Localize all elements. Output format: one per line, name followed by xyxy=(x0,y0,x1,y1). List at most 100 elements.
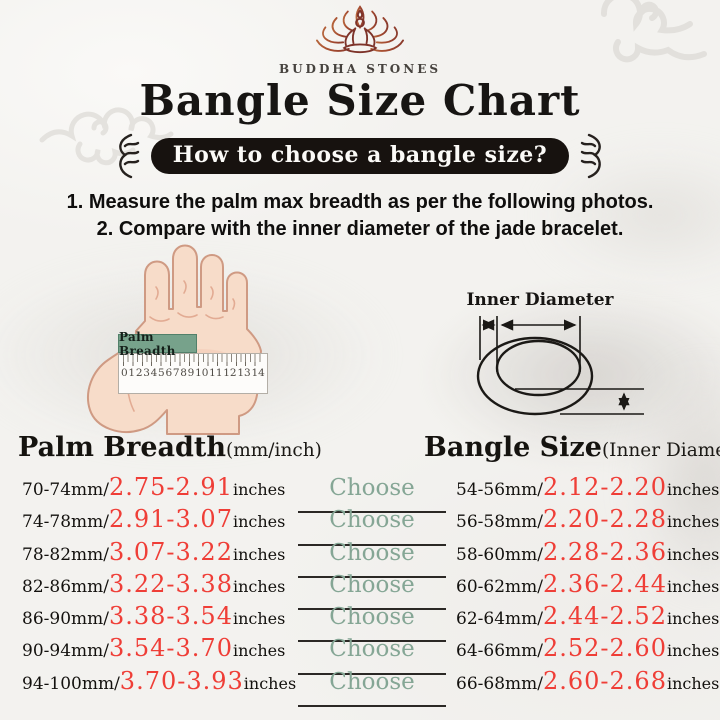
ruler-major-ticks xyxy=(123,362,263,366)
question-banner-row: How to choose a bangle size? xyxy=(0,133,720,179)
bangle-inch-range: 2.52-2.60 xyxy=(542,634,667,663)
bangle-mm-range: 64-66mm/ xyxy=(456,641,543,662)
palm-inch-range: 2.75-2.91 xyxy=(108,473,233,501)
palm-inch-range: 3.54-3.70 xyxy=(108,634,233,663)
bangle-inch-range: 2.36-2.44 xyxy=(542,569,667,598)
ruler-number: 10 xyxy=(195,367,209,379)
instruction-step-2: 2. Compare with the inner diameter of th… xyxy=(96,218,624,240)
palm-unit: inches xyxy=(232,576,286,596)
bangle-inch-range: 2.28-2.36 xyxy=(542,537,667,566)
inner-diameter-label: Inner Diameter xyxy=(466,290,614,310)
bangle-inch-range: 2.20-2.28 xyxy=(542,505,667,534)
ruler-number: 13 xyxy=(237,367,251,379)
bangle-size-header-title: Bangle Size xyxy=(424,432,602,463)
palm-unit: inches xyxy=(232,544,286,564)
ruler-number: 4 xyxy=(150,367,158,379)
palm-mm-range: 90-94mm/ xyxy=(22,641,109,662)
size-row-4: 82-86mm/3.22-3.38inches Choose 60-62mm/2.3… xyxy=(0,568,720,611)
choose-label: Choose xyxy=(329,604,415,631)
choose-label: Choose xyxy=(329,668,415,695)
size-row-7: 94-100mm/3.70-3.93inches Choose 66-68mm/2.… xyxy=(0,665,720,708)
bangle-unit: inches xyxy=(666,673,720,693)
bangle-mm-range: 54-56mm/ xyxy=(456,480,543,500)
palm-breadth-band-label: Palm Breadth xyxy=(118,330,197,358)
brand-name: BUDDHA STONES xyxy=(278,62,442,76)
palm-mm-range: 74-78mm/ xyxy=(22,512,109,533)
palm-unit: inches xyxy=(243,673,297,693)
palm-mm-range: 86-90mm/ xyxy=(22,609,109,630)
bangle-unit: inches xyxy=(666,576,720,596)
ruler-number: 9 xyxy=(187,367,195,379)
bangle-inch-range: 2.60-2.68 xyxy=(542,666,667,695)
ruler-number: 11 xyxy=(209,367,223,379)
ruler: 0 1 2 3 4 5 6 7 8 9 10 11 12 13 14 xyxy=(118,353,268,394)
ruler-number: 1 xyxy=(128,367,136,379)
choose-link-4[interactable]: Choose xyxy=(298,571,446,611)
choose-link-2[interactable]: Choose xyxy=(298,507,446,546)
choose-label: Choose xyxy=(329,571,415,598)
ruler-number: 14 xyxy=(251,367,265,379)
flourish-left-icon xyxy=(118,133,139,179)
size-row-3: 78-82mm/3.07-3.22inches Choose 58-60mm/2.2… xyxy=(0,536,720,578)
ruler-number: 2 xyxy=(135,367,143,379)
choose-label: Choose xyxy=(329,636,415,663)
palm-unit: inches xyxy=(232,480,286,499)
size-row-2: 74-78mm/2.91-3.07inches Choose 56-58mm/2.2… xyxy=(0,503,720,546)
flourish-right-icon xyxy=(581,133,602,179)
bangle-unit: inches xyxy=(666,641,720,661)
palm-inch-range: 3.22-3.38 xyxy=(108,569,233,598)
palm-mm-range: 94-100mm/ xyxy=(22,673,120,694)
ruler-number: 12 xyxy=(223,367,237,379)
size-row-1: 70-74mm/2.75-2.91inches Choose 54-56mm/2.1… xyxy=(0,471,720,514)
ruler-number: 5 xyxy=(158,367,165,379)
palm-inch-range: 3.07-3.22 xyxy=(108,537,233,566)
palm-unit: inches xyxy=(232,609,286,629)
bangle-mm-range: 60-62mm/ xyxy=(456,576,543,597)
bangle-size-header-unit: (Inner Diameter) xyxy=(601,440,720,461)
ruler-number: 3 xyxy=(143,367,150,379)
page-title: Bangle Size Chart xyxy=(139,76,581,125)
choose-link-7[interactable]: Choose xyxy=(298,668,446,708)
bangle-unit: inches xyxy=(666,512,720,532)
bangle-unit: inches xyxy=(666,480,720,499)
choose-link-5[interactable]: Choose xyxy=(298,604,446,643)
ruler-numbers: 0 1 2 3 4 5 6 7 8 9 10 11 12 13 14 xyxy=(119,366,267,380)
bangle-unit: inches xyxy=(666,544,720,564)
palm-breadth-header-unit: (mm/inch) xyxy=(226,440,322,461)
size-row-6: 90-94mm/3.54-3.70inches Choose 64-66mm/2.5… xyxy=(0,632,720,675)
bangle-unit: inches xyxy=(666,609,720,629)
ruler-number: 7 xyxy=(172,367,180,379)
ruler-minor-ticks xyxy=(123,354,263,362)
choose-label: Choose xyxy=(329,475,415,501)
size-table: 70-74mm/2.75-2.91inches Choose 54-56mm/2.1… xyxy=(0,471,720,708)
bangle-inch-range: 2.12-2.20 xyxy=(542,473,667,501)
instruction-step-1: 1. Measure the palm max breadth as per t… xyxy=(66,191,654,213)
ruler-number: 6 xyxy=(165,367,173,379)
buddha-stones-lotus-logo-icon xyxy=(316,5,404,54)
ink-wash-upper-right xyxy=(540,150,720,280)
choose-label: Choose xyxy=(329,507,415,534)
palm-mm-range: 70-74mm/ xyxy=(22,480,109,500)
bangle-size-header: Bangle Size(Inner Diameter) xyxy=(424,432,720,463)
bangle-inner-diameter-diagram: Inner Diameter xyxy=(466,290,644,416)
palm-inch-range: 3.70-3.93 xyxy=(119,666,244,695)
palm-breadth-header-title: Palm Breadth xyxy=(18,432,226,463)
palm-inch-range: 3.38-3.54 xyxy=(108,602,233,631)
choose-link-6[interactable]: Choose xyxy=(298,636,446,675)
palm-unit: inches xyxy=(232,512,286,532)
palm-breadth-header: Palm Breadth(mm/inch) xyxy=(18,432,322,463)
bangle-inch-range: 2.44-2.52 xyxy=(542,602,667,631)
bangle-mm-range: 62-64mm/ xyxy=(456,609,543,630)
bangle-mm-range: 56-58mm/ xyxy=(456,512,543,533)
choose-link-1[interactable]: Choose xyxy=(298,475,446,514)
size-row-5: 86-90mm/3.38-3.54inches Choose 62-64mm/2.4… xyxy=(0,600,720,643)
bangle-mm-range: 66-68mm/ xyxy=(456,673,543,694)
palm-inch-range: 2.91-3.07 xyxy=(108,505,233,534)
choose-label: Choose xyxy=(329,539,415,566)
question-banner: How to choose a bangle size? xyxy=(150,138,570,174)
palm-unit: inches xyxy=(232,641,286,661)
bangle-mm-range: 58-60mm/ xyxy=(456,544,543,565)
choose-link-3[interactable]: Choose xyxy=(298,539,446,578)
ruler-number: 8 xyxy=(180,367,187,379)
